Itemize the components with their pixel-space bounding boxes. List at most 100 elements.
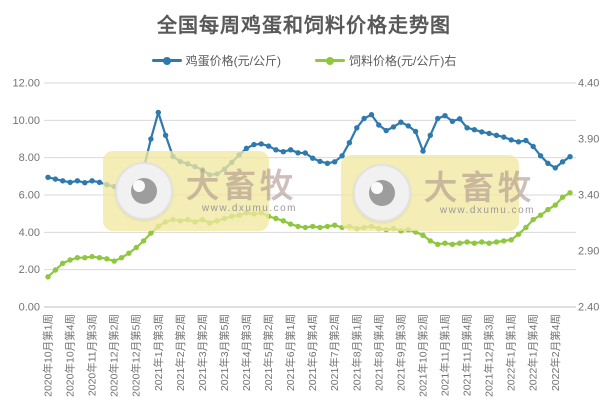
feed-price-point (118, 255, 125, 261)
feed-price-point (67, 257, 73, 263)
y-axis-right-tick-label: 4.40 (578, 78, 599, 90)
y-axis-left-tick-label: 4.00 (19, 227, 40, 239)
egg-price-point (273, 147, 279, 153)
x-axis-tick-label: 2020年12月第5周 (130, 314, 143, 397)
x-axis-tick-label: 2021年4月第3周 (240, 314, 253, 391)
feed-price-point (126, 250, 132, 256)
y-axis-left-tick-label: 8.00 (19, 152, 40, 164)
watermark-right: 大畜牧 www.dxumu.com (341, 155, 533, 231)
y-axis-right-tick-label: 3.90 (578, 134, 599, 146)
feed-price-point (427, 238, 433, 244)
watermark-brand-text: 大畜牧 (186, 166, 297, 204)
x-axis-tick-label: 2021年3月第5周 (218, 314, 231, 391)
feed-price-point (442, 240, 448, 246)
egg-price-point (376, 122, 382, 128)
feed-price-point (567, 190, 573, 196)
x-axis-tick-label: 2021年9月第3周 (394, 314, 407, 391)
x-axis-tick-label: 2021年11月第1周 (439, 314, 452, 396)
egg-price-point (545, 160, 551, 166)
feed-price-point (317, 224, 323, 231)
egg-price-point (479, 129, 485, 135)
y-axis-left-tick-label: 10.00 (12, 115, 40, 127)
egg-price-point (354, 125, 360, 131)
feed-price-point (464, 239, 470, 245)
feed-price-point (449, 241, 456, 247)
egg-price-point (420, 148, 426, 154)
egg-price-point (280, 149, 286, 155)
feed-price-point (530, 216, 536, 223)
watermark-url-text: www.dxumu.com (201, 202, 297, 214)
egg-price-point (501, 134, 507, 140)
feed-price-point (45, 274, 51, 280)
egg-price-point (332, 159, 338, 165)
x-axis-tick-label: 2021年2月第2周 (174, 314, 187, 391)
feed-price-point (420, 232, 426, 238)
eye-icon (369, 180, 395, 206)
egg-price-point (96, 179, 103, 185)
feed-price-point (552, 202, 558, 208)
egg-price-point (361, 115, 367, 122)
egg-price-point (324, 160, 331, 166)
egg-price-point (251, 141, 257, 148)
feed-price-point (133, 244, 139, 251)
egg-price-point (559, 159, 566, 165)
feed-price-point (435, 241, 441, 247)
egg-price-point (464, 125, 470, 131)
egg-price-point (530, 143, 536, 150)
feed-price-point (486, 240, 492, 246)
egg-price-point (442, 113, 448, 119)
watermark-brand-text: 大畜牧 (424, 168, 535, 206)
watermark-url-text: www.dxumu.com (439, 204, 535, 216)
feed-price-point (501, 238, 507, 244)
feed-line-marker-icon (315, 59, 345, 62)
x-axis-tick-label: 2021年7月第2周 (328, 314, 341, 391)
egg-price-point (435, 115, 441, 122)
egg-line-marker-icon (151, 59, 182, 62)
feed-price-point (52, 267, 59, 273)
x-axis-tick-label: 2021年12月第3周 (483, 314, 496, 397)
x-axis-tick-label: 2021年8月第1周 (350, 314, 363, 391)
egg-price-point (486, 130, 492, 137)
feed-price-point (479, 239, 485, 245)
eye-icon (131, 178, 157, 204)
feed-price-point (310, 223, 316, 230)
feed-price-point (60, 260, 66, 266)
feed-price-point (324, 223, 331, 230)
y-axis-right-tick-label: 2.90 (578, 246, 599, 258)
egg-price-point (265, 143, 272, 149)
egg-price-point (346, 140, 353, 146)
egg-price-point (287, 147, 294, 153)
brand-logo-icon (353, 164, 411, 222)
x-axis-tick-label: 2022年2月第4周 (549, 314, 562, 391)
chart-legend: 鸡蛋价格(元/公斤) 饲料价格(元/公斤)右 (0, 52, 608, 69)
x-axis-tick-label: 2021年1月第3周 (152, 314, 165, 391)
y-axis-right-tick-label: 3.40 (578, 190, 599, 202)
egg-price-point (471, 127, 478, 133)
egg-price-point (552, 165, 558, 171)
egg-price-point (45, 174, 51, 180)
egg-price-point (310, 155, 316, 161)
egg-price-point (398, 119, 404, 125)
x-axis-tick-label: 2020年10月第4周 (64, 314, 77, 397)
egg-price-point (449, 118, 456, 125)
feed-price-point (545, 206, 551, 213)
legend-label-egg-price: 鸡蛋价格(元/公斤) (185, 54, 281, 68)
egg-price-point (390, 124, 397, 130)
brand-logo-icon (115, 162, 173, 220)
feed-price-point (273, 215, 279, 222)
egg-price-point (74, 178, 81, 184)
egg-price-point (302, 150, 308, 156)
x-axis-tick-label: 2021年10月第2周 (416, 314, 429, 397)
x-axis-tick-label: 2020年11月第3周 (86, 314, 99, 396)
feed-price-point (523, 224, 529, 231)
feed-price-point (287, 221, 294, 227)
legend-item-egg-price: 鸡蛋价格(元/公斤) (151, 52, 281, 69)
egg-price-point (317, 158, 323, 165)
egg-price-point (515, 139, 522, 145)
egg-price-point (60, 178, 66, 184)
y-axis-left-tick-label: 12.00 (12, 78, 40, 90)
feed-price-point (89, 253, 95, 260)
legend-item-feed-price: 饲料价格(元/公斤)右 (315, 52, 456, 69)
egg-price-point (67, 179, 73, 185)
